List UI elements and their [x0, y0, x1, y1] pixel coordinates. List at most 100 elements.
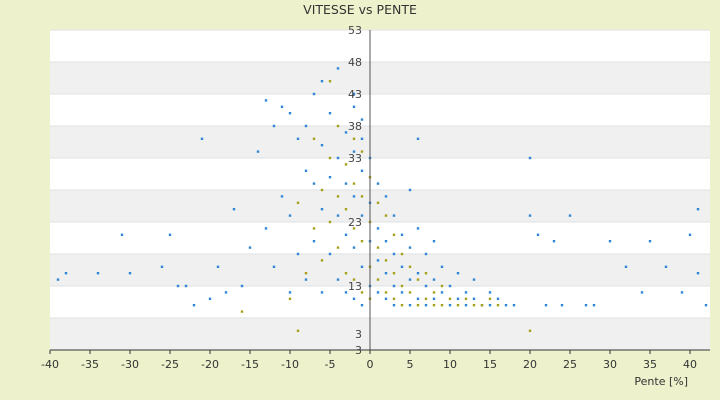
data-point [64, 272, 68, 275]
data-point [512, 304, 516, 307]
data-point [496, 297, 500, 300]
data-point [400, 265, 404, 268]
data-point [544, 304, 548, 307]
data-point [352, 227, 356, 230]
data-point [328, 80, 332, 83]
data-point [336, 67, 340, 70]
x-tick-label: -40 [41, 358, 59, 371]
data-point [192, 304, 196, 307]
data-point [320, 291, 324, 294]
data-point [376, 291, 380, 294]
data-point [344, 208, 348, 211]
data-point [352, 195, 356, 198]
data-point [328, 252, 332, 256]
x-tick-label: -15 [241, 358, 259, 371]
y-tick-label: 3 [355, 344, 362, 357]
x-tick-label: -20 [201, 358, 219, 371]
data-point [552, 240, 556, 243]
data-point [344, 233, 348, 236]
data-point [432, 240, 436, 243]
data-point [392, 272, 396, 275]
data-point [360, 304, 364, 307]
data-point [384, 297, 388, 300]
data-point [424, 304, 428, 307]
data-point [296, 201, 300, 204]
x-tick-label: -35 [81, 358, 99, 371]
x-tick-label: -10 [281, 358, 299, 371]
x-tick-label: 25 [563, 358, 577, 371]
x-tick-label: 0 [367, 358, 374, 371]
data-point [56, 278, 60, 281]
data-point [384, 214, 388, 217]
data-point [376, 227, 380, 230]
data-point [528, 156, 532, 160]
data-point [528, 214, 532, 217]
data-point [360, 169, 364, 172]
data-point [280, 105, 284, 108]
data-point [432, 291, 436, 294]
data-point [296, 137, 300, 140]
data-point [400, 304, 404, 307]
data-point [464, 304, 468, 307]
data-point [264, 227, 268, 230]
plot-band [50, 126, 710, 158]
data-point [568, 214, 572, 217]
x-axis-label: Pente [%] [634, 375, 688, 388]
data-point [128, 272, 132, 275]
data-point [312, 92, 316, 96]
data-point [400, 252, 404, 256]
x-tick-label: 5 [407, 358, 414, 371]
plot-band [50, 254, 710, 286]
data-point [96, 272, 100, 275]
data-point [448, 297, 452, 300]
data-point [352, 150, 356, 153]
data-point [560, 304, 564, 307]
data-point [400, 284, 404, 288]
data-point [312, 182, 316, 185]
data-points [56, 67, 708, 332]
data-point [336, 278, 340, 281]
data-point [160, 265, 164, 268]
data-point [640, 291, 644, 294]
data-point [696, 272, 700, 275]
x-tick-label: -25 [161, 358, 179, 371]
x-tick-label: 35 [643, 358, 657, 371]
data-point [376, 201, 380, 204]
data-point [336, 156, 340, 160]
data-point [456, 297, 460, 300]
data-point [408, 265, 412, 268]
data-point [352, 137, 356, 140]
data-point [424, 272, 428, 275]
data-point [392, 233, 396, 236]
data-point [296, 329, 300, 332]
data-point [464, 291, 468, 294]
data-point [488, 297, 492, 300]
data-point [680, 291, 684, 294]
data-point [392, 284, 396, 288]
data-point [240, 284, 244, 288]
y-tick-label: 48 [348, 56, 362, 69]
data-point [536, 233, 540, 236]
data-point [344, 272, 348, 275]
data-point [416, 304, 420, 307]
data-point [304, 169, 308, 172]
data-point [328, 156, 332, 160]
data-point [272, 265, 276, 268]
data-point [456, 272, 460, 275]
data-point [408, 246, 412, 249]
data-point [360, 214, 364, 217]
data-point [312, 137, 316, 140]
data-point [224, 291, 228, 294]
y-tick-label: 13 [348, 280, 362, 293]
data-point [456, 304, 460, 307]
data-point [432, 278, 436, 281]
data-point [704, 304, 708, 307]
data-point [216, 265, 220, 268]
data-point [384, 272, 388, 275]
data-point [312, 227, 316, 230]
data-point [320, 259, 324, 262]
data-point [488, 304, 492, 307]
data-point [328, 220, 332, 224]
data-point [392, 297, 396, 300]
plot-bands [50, 30, 710, 350]
